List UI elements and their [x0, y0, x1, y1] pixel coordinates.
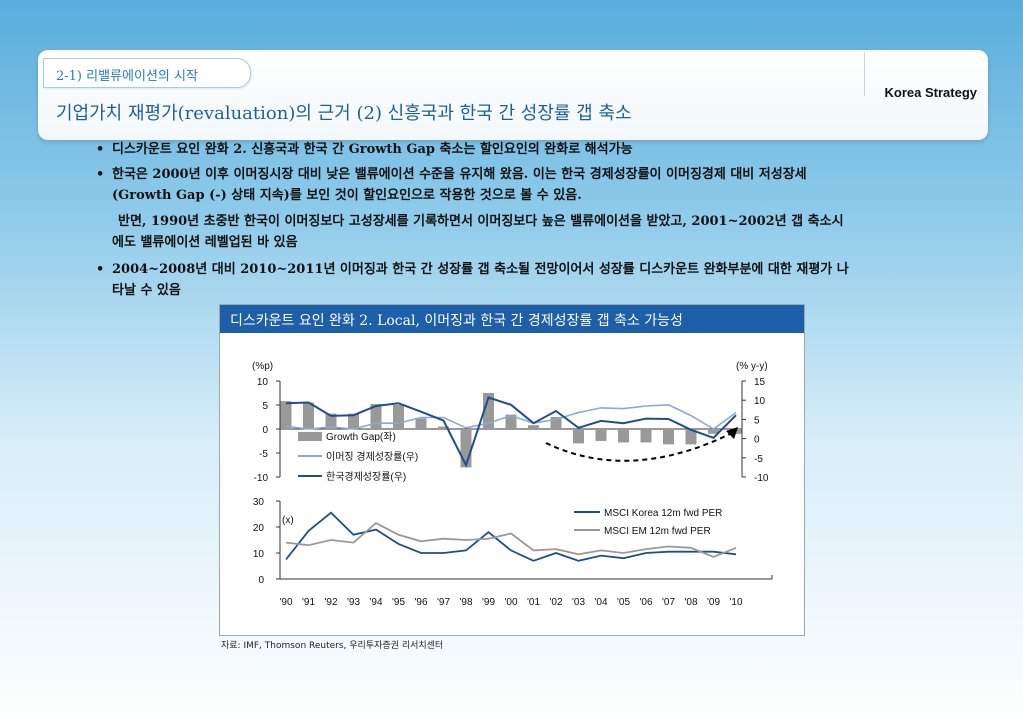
bullet-2-cont: (Growth Gap (-) 상태 지속)를 보인 것이 할인요인으로 작용한…	[112, 188, 582, 203]
x-tick-label: '08	[684, 597, 697, 608]
page-title: 기업가치 재평가(revaluation)의 근거 (2) 신흥국과 한국 간 …	[56, 103, 632, 124]
left-tick-label: 5	[262, 401, 268, 412]
chart-box: 디스카운트 요인 완화 2. Local, 이머징과 한국 간 경제성장률 갭 …	[219, 304, 805, 636]
bullet-3: • 2004~2008년 대비 2010~2011년 이머징과 한국 간 성장률 …	[96, 260, 849, 280]
legend-label: 한국경제성장률(우)	[326, 470, 406, 483]
growth-gap-bar	[528, 425, 539, 429]
msci-korea-line	[285, 511, 737, 562]
growth-gap-bar	[550, 417, 562, 429]
x-tick-label: '02	[549, 597, 562, 608]
bottom-tick-label: 30	[253, 497, 265, 508]
right-tick-label: -5	[754, 454, 763, 465]
right-tick-label: -10	[754, 473, 769, 484]
growth-gap-bar	[460, 429, 472, 468]
chart-header: 디스카운트 요인 완화 2. Local, 이머징과 한국 간 경제성장률 갭 …	[220, 305, 804, 333]
x-tick-label: '99	[482, 597, 495, 608]
x-tick-label: '01	[527, 597, 540, 608]
x-tick-label: '04	[594, 597, 607, 608]
bottom-tick-label: 10	[253, 549, 265, 560]
growth-gap-bar	[663, 429, 674, 445]
legend-label: MSCI EM 12m fwd PER	[604, 526, 711, 537]
legend-swatch-bar	[298, 432, 322, 441]
right-tick-label: 15	[754, 377, 766, 388]
left-axis-unit: (%p)	[252, 361, 273, 372]
x-tick-label: '98	[459, 597, 472, 608]
section-label: 2-1) 리밸류에이션의 시작	[56, 69, 198, 84]
section-tab[interactable]: 2-1) 리밸류에이션의 시작	[43, 58, 251, 88]
growth-gap-bar	[438, 426, 449, 429]
x-tick-label: '91	[302, 597, 315, 608]
right-tick-label: 10	[754, 396, 766, 407]
korea-growth-line	[285, 396, 737, 468]
x-tick-label: '97	[437, 597, 450, 608]
left-tick-label: -10	[254, 473, 269, 484]
x-tick-label: '95	[392, 597, 405, 608]
x-tick-label: '93	[347, 597, 360, 608]
bullet-3-cont: 타날 수 있음	[112, 283, 181, 298]
chart-title: 디스카운트 요인 완화 2. Local, 이머징과 한국 간 경제성장률 갭 …	[230, 313, 683, 329]
legend-label: MSCI Korea 12m fwd PER	[604, 508, 722, 519]
bullet-dot: •	[96, 167, 105, 182]
growth-gap-bar	[505, 414, 517, 429]
bullet-dot: •	[96, 142, 105, 157]
left-tick-label: 10	[257, 377, 269, 388]
x-tick-label: '06	[639, 597, 652, 608]
bullet-1: • 디스카운트 요인 완화 2. 신흥국과 한국 간 Growth Gap 축소는…	[96, 140, 633, 160]
growth-gap-bar	[280, 401, 292, 429]
arrow-head	[726, 427, 738, 439]
growth-gap-bar	[348, 413, 359, 429]
growth-gap-bar	[573, 429, 584, 444]
bullet-2: • 한국은 2000년 이후 이머징시장 대비 낮은 밸류에이션 수준을 유지해 …	[96, 165, 807, 185]
legend-label: 이머징 경제성장률(우)	[326, 450, 418, 463]
x-tick-label: '05	[617, 597, 630, 608]
right-axis-unit: (% y-y)	[736, 361, 768, 372]
growth-gap-bar	[370, 404, 382, 429]
left-tick-label: -5	[259, 449, 268, 460]
growth-gap-bar	[483, 393, 494, 429]
x-tick-label: '10	[729, 597, 742, 608]
bullet-2-para: 반면, 1990년 초중반 한국이 이머징보다 고성장세를 기록하면서 이머징보…	[118, 214, 844, 229]
source-note: 자료: IMF, Thomson Reuters, 우리투자증권 리서치센터	[221, 641, 444, 651]
x-tick-label: '07	[662, 597, 675, 608]
growth-gap-bar	[708, 429, 719, 434]
x-tick-label: '09	[707, 597, 720, 608]
growth-gap-bar	[325, 413, 337, 429]
right-tick-label: 0	[754, 435, 760, 446]
legend-label: Growth Gap(좌)	[326, 431, 396, 443]
left-tick-label: 0	[262, 425, 268, 436]
growth-gap-bar	[640, 429, 652, 443]
growth-gap-bar	[685, 429, 697, 445]
header-divider	[864, 52, 865, 96]
growth-gap-bar	[415, 418, 427, 429]
chart-svg: 10 5 0 -5 -10 15 10 5 0 -5 -10 (%p) (% y-y) Growth Ga…	[252, 361, 773, 608]
x-tick-label: '90	[279, 597, 292, 608]
growth-gap-bar	[595, 429, 607, 441]
bullet-dot: •	[96, 262, 105, 277]
bottom-tick-label: 0	[258, 575, 264, 586]
em-growth-line	[285, 403, 737, 430]
x-tick-label: '94	[369, 597, 382, 608]
x-tick-label: '96	[414, 597, 427, 608]
bottom-tick-label: 20	[253, 523, 265, 534]
x-tick-label: '92	[324, 597, 337, 608]
msci-em-line	[285, 522, 737, 558]
growth-gap-bar	[618, 429, 629, 443]
dashed-trend-arrow	[545, 432, 733, 462]
bottom-axis-unit: (x)	[282, 515, 294, 526]
right-tick-label: 5	[754, 415, 760, 426]
x-tick-label: '03	[572, 597, 585, 608]
growth-gap-bar	[303, 402, 314, 429]
x-tick-label: '00	[504, 597, 517, 608]
growth-gap-bar	[393, 405, 404, 429]
bullet-2-para-cont: 에도 밸류에이션 레벨업된 바 있음	[112, 235, 298, 250]
brand-label: Korea Strategy	[884, 85, 977, 100]
